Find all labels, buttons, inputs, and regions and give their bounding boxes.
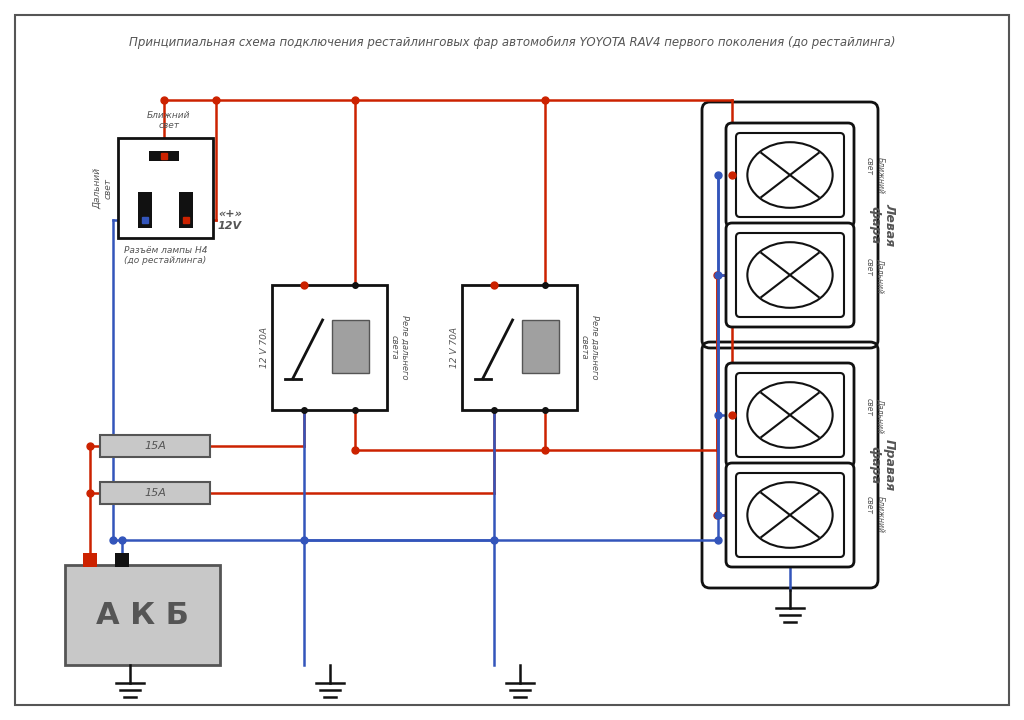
Bar <box>83 553 97 567</box>
Text: Правая
фара: Правая фара <box>868 439 896 491</box>
Text: Ближний
свет: Ближний свет <box>146 111 190 130</box>
FancyBboxPatch shape <box>726 123 854 227</box>
Text: Реле дальнего
света: Реле дальнего света <box>389 315 409 379</box>
FancyBboxPatch shape <box>726 463 854 567</box>
Text: Левая
фара: Левая фара <box>868 204 896 246</box>
Bar <box>148 151 178 161</box>
Text: Принципиальная схема подключения рестайлинговых фар автомобиля YOYOTA RAV4 перво: Принципиальная схема подключения рестайл… <box>129 35 895 48</box>
Bar <box>137 192 152 228</box>
FancyBboxPatch shape <box>736 133 844 217</box>
Ellipse shape <box>748 382 833 448</box>
Bar <box>179 192 194 228</box>
Ellipse shape <box>748 143 833 208</box>
Ellipse shape <box>748 482 833 548</box>
Text: Дальний
свет: Дальний свет <box>93 168 113 209</box>
Bar <box>272 285 387 410</box>
Bar <box>100 435 210 457</box>
Ellipse shape <box>748 242 833 308</box>
FancyBboxPatch shape <box>726 223 854 327</box>
Bar <box>100 482 210 504</box>
Text: 15А: 15А <box>144 488 166 498</box>
Text: А К Б: А К Б <box>96 600 189 629</box>
Bar <box>115 553 129 567</box>
Bar <box>332 320 369 372</box>
Text: Разъём лампы H4
(до рестайлинга): Разъём лампы H4 (до рестайлинга) <box>124 246 207 266</box>
FancyBboxPatch shape <box>736 373 844 457</box>
Bar <box>118 138 213 238</box>
Text: 15А: 15А <box>144 441 166 451</box>
Text: 12 V 70A: 12 V 70A <box>259 327 268 368</box>
Text: Ближний
свет: Ближний свет <box>865 156 885 194</box>
Text: Реле дальнего
света: Реле дальнего света <box>580 315 599 379</box>
Bar <box>65 565 220 665</box>
Text: «+»
12V: «+» 12V <box>218 210 242 231</box>
Text: 12 V 70A: 12 V 70A <box>450 327 459 368</box>
Bar <box>462 285 577 410</box>
FancyBboxPatch shape <box>736 233 844 317</box>
FancyBboxPatch shape <box>736 473 844 557</box>
Text: Дальний
свет: Дальний свет <box>865 397 885 433</box>
Text: Дальний
свет: Дальний свет <box>865 258 885 292</box>
Text: Ближний
свет: Ближний свет <box>865 497 885 534</box>
Bar <box>522 320 559 372</box>
FancyBboxPatch shape <box>726 363 854 467</box>
